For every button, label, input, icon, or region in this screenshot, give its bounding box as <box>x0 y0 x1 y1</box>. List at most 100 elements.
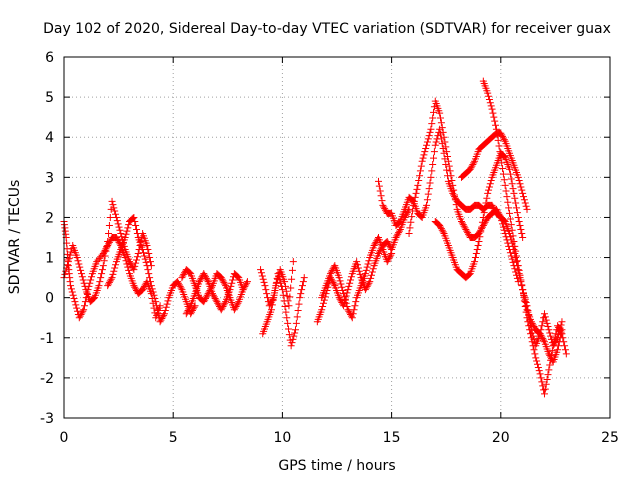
data-point <box>89 295 97 303</box>
data-point <box>426 128 434 136</box>
data-point <box>374 250 382 258</box>
data-point <box>522 298 530 306</box>
data-point <box>499 170 507 178</box>
data-point <box>99 262 107 270</box>
data-point <box>438 124 446 132</box>
data-point <box>504 198 512 206</box>
data-point <box>538 378 546 386</box>
data-point <box>139 284 147 292</box>
data-point <box>105 278 113 286</box>
data-point <box>126 258 134 266</box>
data-point <box>105 238 113 246</box>
data-point <box>436 221 444 229</box>
data-point <box>405 229 413 237</box>
data-point <box>507 221 515 229</box>
data-point <box>380 203 388 211</box>
data-point <box>375 182 383 190</box>
data-point <box>463 227 471 235</box>
data-point <box>265 302 273 310</box>
data-point <box>479 213 487 221</box>
data-point <box>115 223 123 231</box>
data-point <box>511 194 519 202</box>
data-point <box>500 226 508 234</box>
data-point <box>423 138 431 146</box>
data-point <box>292 319 300 327</box>
data-point <box>514 213 522 221</box>
series-track-n <box>457 129 531 213</box>
data-point <box>175 281 183 289</box>
data-point <box>278 286 286 294</box>
data-point <box>546 329 554 337</box>
data-point <box>233 272 241 280</box>
data-point <box>64 258 72 266</box>
data-point <box>277 279 285 287</box>
data-point <box>520 196 528 204</box>
data-point <box>139 286 147 294</box>
data-point <box>519 286 527 294</box>
data-point <box>471 254 479 262</box>
data-point <box>274 272 282 280</box>
data-point <box>486 99 494 107</box>
data-point <box>96 278 104 286</box>
data-point <box>133 256 141 264</box>
data-point <box>513 252 521 260</box>
data-point <box>486 180 494 188</box>
data-point <box>202 273 210 281</box>
data-point <box>130 266 138 274</box>
x-tick-label: 15 <box>383 430 401 446</box>
data-point <box>499 220 507 228</box>
data-point <box>430 154 438 162</box>
data-point <box>340 290 348 298</box>
data-point <box>417 213 425 221</box>
data-point <box>383 258 391 266</box>
data-point <box>548 347 556 355</box>
data-point <box>410 197 418 205</box>
data-point <box>499 165 507 173</box>
data-point <box>437 225 445 233</box>
data-point <box>547 356 555 364</box>
data-point <box>133 225 141 233</box>
data-point <box>78 309 86 317</box>
data-point <box>103 242 111 250</box>
data-point <box>367 274 375 282</box>
data-point <box>517 225 525 233</box>
data-point <box>289 335 297 343</box>
series-track-l <box>431 149 527 282</box>
data-point <box>439 228 447 236</box>
data-point <box>104 238 112 246</box>
data-point <box>539 318 547 326</box>
data-point <box>513 257 521 265</box>
data-point <box>406 224 414 232</box>
chart-title: Day 102 of 2020, Sidereal Day-to-day VTE… <box>43 21 611 37</box>
data-point <box>474 242 482 250</box>
data-point <box>540 386 548 394</box>
data-point <box>106 277 114 285</box>
data-point <box>163 300 171 308</box>
data-point <box>108 274 116 282</box>
data-point <box>545 326 553 334</box>
data-point <box>148 285 156 293</box>
data-point <box>131 283 139 291</box>
data-point <box>427 125 435 133</box>
data-point <box>258 272 266 280</box>
data-point <box>363 263 371 271</box>
data-point <box>502 233 510 241</box>
data-point <box>133 229 141 237</box>
data-point <box>361 270 369 278</box>
data-point <box>76 263 84 271</box>
data-point <box>561 342 569 350</box>
data-point <box>553 335 561 343</box>
data-point <box>102 247 110 255</box>
data-point <box>508 226 516 234</box>
data-point <box>156 318 164 326</box>
data-point <box>203 276 211 284</box>
data-point <box>261 282 269 290</box>
data-point <box>526 316 534 324</box>
data-point <box>226 286 234 294</box>
data-point <box>162 303 170 311</box>
data-point <box>520 289 528 297</box>
data-point <box>506 249 514 257</box>
series-track-d <box>178 266 251 314</box>
data-point <box>281 282 289 290</box>
data-point <box>478 223 486 231</box>
